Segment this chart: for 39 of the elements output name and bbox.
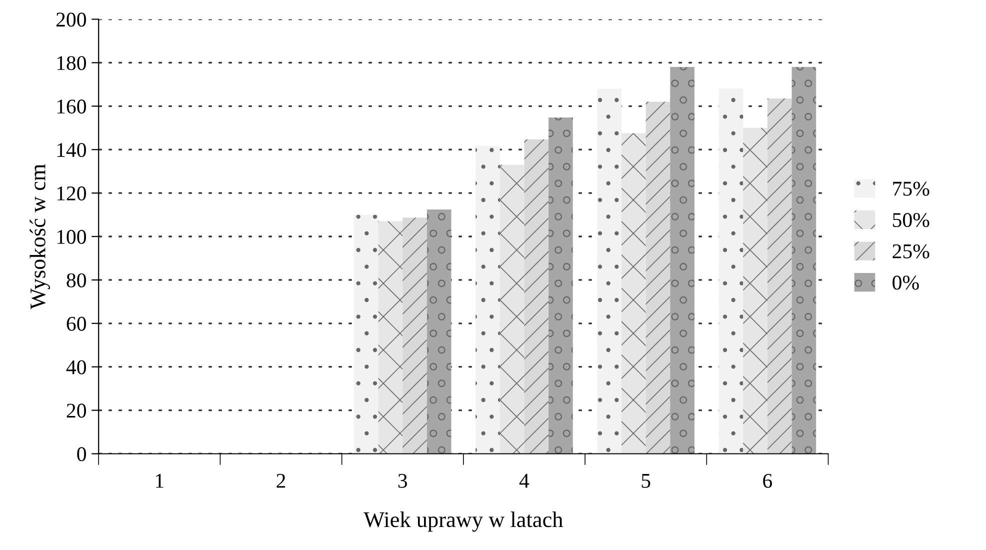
bar: [476, 146, 500, 454]
bar: [743, 128, 768, 454]
legend-label: 50%: [892, 213, 930, 228]
y-tick-label: 80: [66, 273, 86, 288]
x-tick-label: 5: [642, 474, 650, 488]
bar: [548, 117, 573, 454]
bar: [354, 214, 378, 454]
y-tick-label: 200: [56, 12, 86, 27]
bar: [524, 139, 549, 454]
y-tick-label: 160: [57, 100, 86, 114]
bar: [378, 221, 403, 454]
y-tick-label: 20: [66, 404, 86, 418]
y-tick-label: 0: [77, 447, 86, 462]
bar: [597, 88, 622, 454]
bar: [718, 88, 744, 454]
legend-label: 25%: [892, 244, 930, 258]
bar: [426, 210, 452, 454]
bar: [402, 218, 427, 454]
y-tick-label: 120: [57, 186, 86, 200]
x-axis-title: Wiek uprawy w latach: [364, 512, 563, 532]
y-tick-label: 60: [66, 316, 86, 331]
bar: [646, 102, 670, 454]
bar: [767, 98, 792, 454]
y-tick-label: 40: [66, 360, 86, 374]
x-tick-label: 6: [763, 474, 772, 488]
y-tick-label: 140: [57, 142, 86, 158]
x-tick-label: 1: [156, 474, 164, 488]
bar: [792, 67, 816, 454]
bar: [622, 133, 646, 454]
bar: [670, 67, 694, 454]
bar: [500, 164, 524, 454]
y-tick-label: 180: [57, 56, 86, 70]
legend-label: 75%: [893, 182, 930, 196]
x-tick-label: 3: [398, 474, 408, 488]
legend-label: 0%: [892, 276, 919, 290]
y-axis-title: Wysokość w cm: [30, 164, 50, 310]
x-tick-label: 4: [519, 474, 530, 488]
y-tick-label: 100: [57, 230, 86, 244]
x-tick-label: 2: [276, 474, 286, 488]
